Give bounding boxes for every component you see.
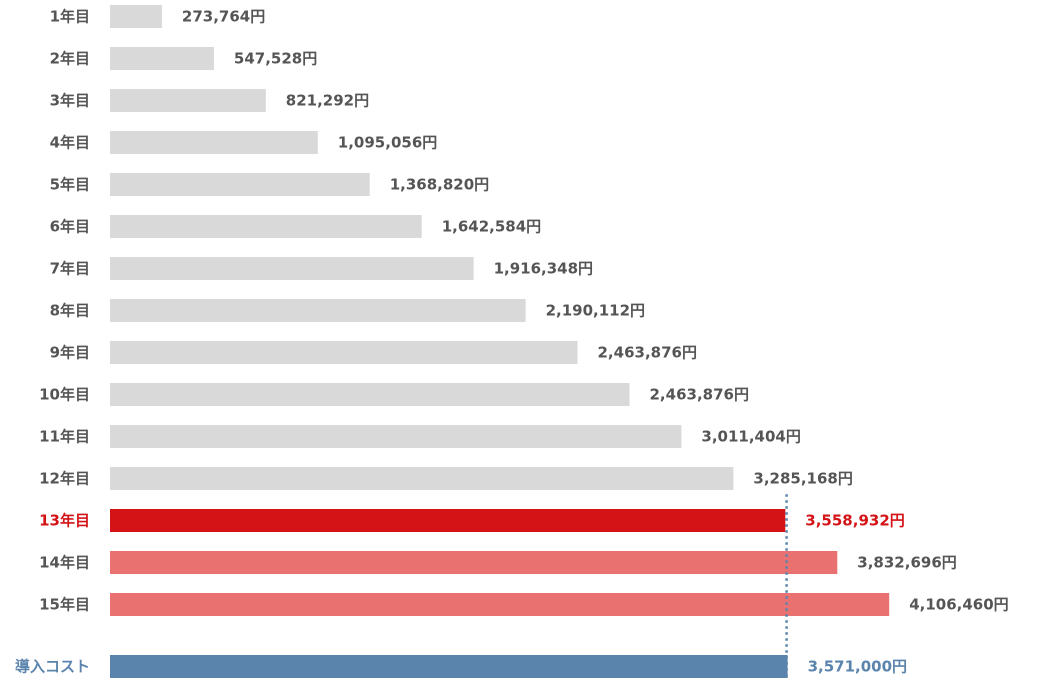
bar [110,341,578,364]
bar [110,299,526,322]
bar [110,131,318,154]
reference-row: 導入コスト 3,571,000円 [15,655,907,678]
category-label: 13年目 [39,512,90,530]
reference-label: 導入コスト [15,658,90,676]
bar [110,215,422,238]
data-label: 3,285,168円 [753,470,852,488]
category-label: 10年目 [39,386,90,404]
reference-value-label: 3,571,000円 [808,658,907,676]
category-label: 4年目 [50,134,90,152]
bar-row: 7年目 1,916,348円 [50,257,593,280]
data-label: 3,832,696円 [857,554,956,572]
bar [110,5,162,28]
bar [110,593,890,616]
bar [110,257,474,280]
data-label: 3,011,404円 [701,428,800,446]
bar-row: 14年目 3,832,696円 [39,551,957,574]
data-label: 4,106,460円 [909,596,1008,614]
category-label: 6年目 [50,218,90,236]
data-label: 3,558,932円 [805,512,904,530]
data-label: 273,764円 [182,8,265,26]
bar-row: 15年目 4,106,460円 [39,593,1009,616]
bar-row: 11年目 3,011,404円 [39,425,801,448]
category-label: 9年目 [50,344,90,362]
data-label: 2,190,112円 [546,302,645,320]
bar [110,467,734,490]
bar-row: 9年目 2,463,876円 [50,341,697,364]
category-label: 5年目 [50,176,90,194]
bar [110,47,214,70]
bar [110,551,838,574]
category-label: 7年目 [50,260,90,278]
bar-row: 1年目 273,764円 [50,5,265,28]
category-label: 12年目 [39,470,90,488]
bar-row: 12年目 3,285,168円 [39,467,853,490]
data-label: 821,292円 [286,92,369,110]
category-label: 11年目 [39,428,90,446]
category-label: 15年目 [39,596,90,614]
bar-row: 2年目 547,528円 [50,47,317,70]
reference-bar [110,655,788,678]
bar [110,383,630,406]
bar [110,509,786,532]
bar-row: 8年目 2,190,112円 [50,299,645,322]
data-label: 1,916,348円 [494,260,593,278]
data-label: 1,642,584円 [442,218,541,236]
category-label: 2年目 [50,50,90,68]
category-label: 3年目 [50,92,90,110]
bar-row: 10年目 2,463,876円 [39,383,749,406]
bar [110,425,682,448]
bar [110,173,370,196]
bar-row: 5年目 1,368,820円 [50,173,489,196]
data-label: 2,463,876円 [598,344,697,362]
category-label: 14年目 [39,554,90,572]
bar-row: 6年目 1,642,584円 [50,215,541,238]
data-label: 1,368,820円 [390,176,489,194]
data-label: 1,095,056円 [338,134,437,152]
data-label: 547,528円 [234,50,317,68]
bar [110,89,266,112]
bar-row: 4年目 1,095,056円 [50,131,437,154]
bar-row: 3年目 821,292円 [50,89,369,112]
data-label: 2,463,876円 [650,386,749,404]
bar-row: 13年目 3,558,932円 [39,509,905,532]
category-label: 1年目 [50,8,90,26]
category-label: 8年目 [50,302,90,320]
